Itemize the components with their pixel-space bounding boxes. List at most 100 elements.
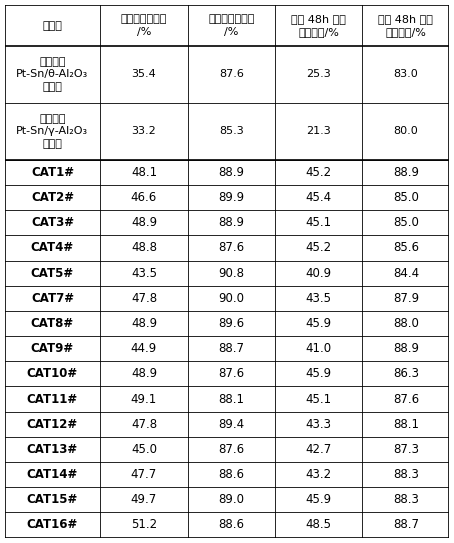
Text: CAT15#: CAT15# bbox=[27, 493, 78, 506]
Bar bbox=[275, 437, 362, 462]
Text: 初始丙烷转化率
/%: 初始丙烷转化率 /% bbox=[121, 15, 167, 37]
Bar bbox=[362, 103, 449, 160]
Text: 45.9: 45.9 bbox=[306, 368, 331, 381]
Bar bbox=[100, 412, 188, 437]
Text: 51.2: 51.2 bbox=[131, 519, 157, 532]
Text: 44.9: 44.9 bbox=[131, 342, 157, 355]
Text: 88.3: 88.3 bbox=[393, 493, 419, 506]
Text: 88.9: 88.9 bbox=[393, 342, 419, 355]
Text: 35.4: 35.4 bbox=[132, 70, 156, 79]
Bar bbox=[362, 210, 449, 235]
Bar bbox=[5, 487, 100, 513]
Bar bbox=[188, 487, 275, 513]
Text: 88.7: 88.7 bbox=[393, 519, 419, 532]
Text: 85.3: 85.3 bbox=[219, 127, 244, 136]
Bar bbox=[5, 513, 100, 538]
Bar bbox=[275, 235, 362, 261]
Text: 48.9: 48.9 bbox=[131, 368, 157, 381]
Bar bbox=[362, 513, 449, 538]
Bar bbox=[100, 437, 188, 462]
Text: CAT5#: CAT5# bbox=[31, 267, 74, 280]
Bar bbox=[5, 462, 100, 487]
Text: 21.3: 21.3 bbox=[306, 127, 331, 136]
Bar bbox=[188, 103, 275, 160]
Bar bbox=[275, 487, 362, 513]
Text: CAT14#: CAT14# bbox=[27, 468, 78, 481]
Text: 初始丙烯选择性
/%: 初始丙烯选择性 /% bbox=[208, 15, 254, 37]
Bar bbox=[100, 336, 188, 361]
Bar bbox=[188, 462, 275, 487]
Text: 88.0: 88.0 bbox=[393, 317, 419, 330]
Text: CAT10#: CAT10# bbox=[27, 368, 78, 381]
Bar bbox=[275, 185, 362, 210]
Bar bbox=[5, 361, 100, 387]
Bar bbox=[362, 437, 449, 462]
Text: 45.2: 45.2 bbox=[306, 242, 331, 255]
Text: CAT12#: CAT12# bbox=[27, 418, 78, 431]
Text: 46.6: 46.6 bbox=[131, 191, 157, 204]
Bar bbox=[100, 513, 188, 538]
Bar bbox=[188, 210, 275, 235]
Text: 45.1: 45.1 bbox=[306, 393, 331, 406]
Bar bbox=[362, 261, 449, 286]
Text: 催化剂: 催化剂 bbox=[43, 21, 62, 30]
Bar bbox=[100, 46, 188, 103]
Bar bbox=[275, 513, 362, 538]
Bar bbox=[100, 103, 188, 160]
Text: 87.3: 87.3 bbox=[393, 443, 419, 456]
Text: 45.9: 45.9 bbox=[306, 493, 331, 506]
Text: 88.3: 88.3 bbox=[393, 468, 419, 481]
Text: 84.4: 84.4 bbox=[393, 267, 419, 280]
Text: 85.0: 85.0 bbox=[393, 191, 419, 204]
Text: 90.8: 90.8 bbox=[218, 267, 244, 280]
Bar bbox=[5, 103, 100, 160]
Text: 49.1: 49.1 bbox=[131, 393, 157, 406]
Text: 88.9: 88.9 bbox=[218, 216, 244, 229]
Text: 87.6: 87.6 bbox=[218, 443, 244, 456]
Bar bbox=[362, 286, 449, 311]
Bar bbox=[188, 46, 275, 103]
Bar bbox=[5, 437, 100, 462]
Bar bbox=[362, 412, 449, 437]
Text: 40.9: 40.9 bbox=[306, 267, 331, 280]
Bar bbox=[100, 311, 188, 336]
Bar bbox=[100, 361, 188, 387]
Bar bbox=[100, 261, 188, 286]
Bar bbox=[5, 261, 100, 286]
Bar bbox=[100, 387, 188, 412]
Text: 89.0: 89.0 bbox=[218, 493, 244, 506]
Text: 47.8: 47.8 bbox=[131, 418, 157, 431]
Bar bbox=[5, 286, 100, 311]
Text: CAT1#: CAT1# bbox=[31, 166, 74, 179]
Bar bbox=[5, 160, 100, 185]
Bar bbox=[100, 235, 188, 261]
Bar bbox=[100, 210, 188, 235]
Text: 48.8: 48.8 bbox=[131, 242, 157, 255]
Bar bbox=[362, 361, 449, 387]
Text: CAT11#: CAT11# bbox=[27, 393, 78, 406]
Bar bbox=[188, 311, 275, 336]
Text: 43.3: 43.3 bbox=[306, 418, 331, 431]
Bar bbox=[362, 336, 449, 361]
Bar bbox=[275, 387, 362, 412]
Bar bbox=[188, 235, 275, 261]
Text: 88.6: 88.6 bbox=[218, 519, 244, 532]
Text: 未处理的
Pt-Sn/γ-Al₂O₃
催化剂: 未处理的 Pt-Sn/γ-Al₂O₃ 催化剂 bbox=[16, 114, 89, 149]
Bar bbox=[362, 46, 449, 103]
Bar bbox=[5, 412, 100, 437]
Bar bbox=[275, 103, 362, 160]
Bar bbox=[5, 5, 100, 46]
Bar bbox=[188, 5, 275, 46]
Bar bbox=[362, 462, 449, 487]
Bar bbox=[100, 487, 188, 513]
Bar bbox=[188, 437, 275, 462]
Text: 88.1: 88.1 bbox=[393, 418, 419, 431]
Bar bbox=[100, 160, 188, 185]
Bar bbox=[362, 235, 449, 261]
Bar bbox=[188, 513, 275, 538]
Text: 83.0: 83.0 bbox=[394, 70, 418, 79]
Text: CAT4#: CAT4# bbox=[31, 242, 74, 255]
Text: 45.9: 45.9 bbox=[306, 317, 331, 330]
Text: 48.1: 48.1 bbox=[131, 166, 157, 179]
Bar bbox=[362, 487, 449, 513]
